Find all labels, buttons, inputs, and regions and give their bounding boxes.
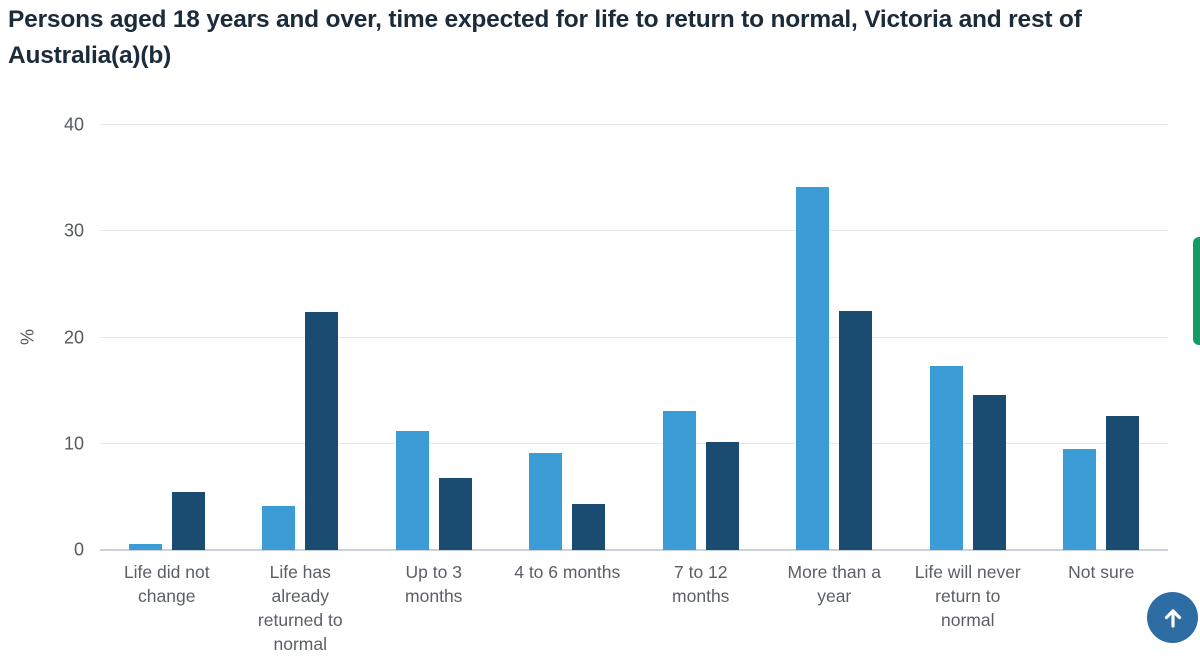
up-arrow-icon (1164, 608, 1181, 628)
bar-group (768, 125, 902, 550)
plot-area (100, 124, 1168, 551)
bar-victoria[interactable] (395, 431, 429, 550)
gridline (100, 442, 1168, 444)
bar-victoria[interactable] (796, 186, 830, 550)
page-title: Persons aged 18 years and over, time exp… (8, 6, 1082, 69)
bar-group (901, 125, 1035, 550)
bar-victoria[interactable] (1063, 449, 1097, 550)
x-tick-label: Life has already returned to normal (257, 562, 343, 654)
x-tick-label: 7 to 12 months (672, 562, 730, 606)
bar-victoria[interactable] (662, 410, 696, 550)
y-tick-label: 20 (63, 327, 84, 347)
x-tick-label: Life did not change (123, 562, 210, 606)
bar-group (100, 125, 234, 550)
bar-rest-of-australia[interactable] (972, 394, 1006, 550)
bar-group (367, 125, 501, 550)
gridline (100, 230, 1168, 232)
bar-group (634, 125, 768, 550)
bar-rest-of-australia[interactable] (705, 441, 739, 550)
y-axis-ticks: 0 10 20 30 40 (0, 115, 84, 560)
gridline (100, 336, 1168, 338)
bar-victoria[interactable] (529, 453, 563, 550)
x-tick-label: 4 to 6 months (514, 562, 621, 582)
x-tick-label: Life will never return to normal (914, 562, 1021, 630)
x-tick-label: Not sure (1068, 562, 1135, 582)
y-tick-label: 30 (63, 220, 84, 241)
bar-victoria[interactable] (128, 543, 162, 550)
x-axis-line (100, 549, 1168, 551)
y-tick-label: 40 (63, 114, 84, 135)
bar-victoria[interactable] (262, 506, 296, 550)
bar-victoria[interactable] (929, 366, 963, 550)
feedback-tab[interactable] (1193, 237, 1200, 345)
gridline (100, 124, 1168, 125)
bar-rest-of-australia[interactable] (839, 310, 873, 550)
bar-group (234, 125, 368, 550)
bar-rest-of-australia[interactable] (1106, 416, 1140, 550)
y-tick-label: 0 (73, 539, 84, 560)
bar-rest-of-australia[interactable] (171, 491, 205, 550)
bar-group (501, 125, 635, 550)
x-axis-labels: Life did not change Life has already retu… (100, 560, 1168, 656)
x-tick-label: More than a year (787, 562, 881, 606)
bar-groups (100, 125, 1168, 550)
bar-rest-of-australia[interactable] (305, 312, 339, 550)
scroll-to-top-button[interactable] (1147, 592, 1198, 643)
bar-rest-of-australia[interactable] (572, 504, 606, 550)
bar-group (1035, 125, 1169, 550)
x-tick-label: Up to 3 months (405, 562, 463, 606)
bar-rest-of-australia[interactable] (438, 477, 472, 550)
y-tick-label: 10 (63, 433, 84, 454)
